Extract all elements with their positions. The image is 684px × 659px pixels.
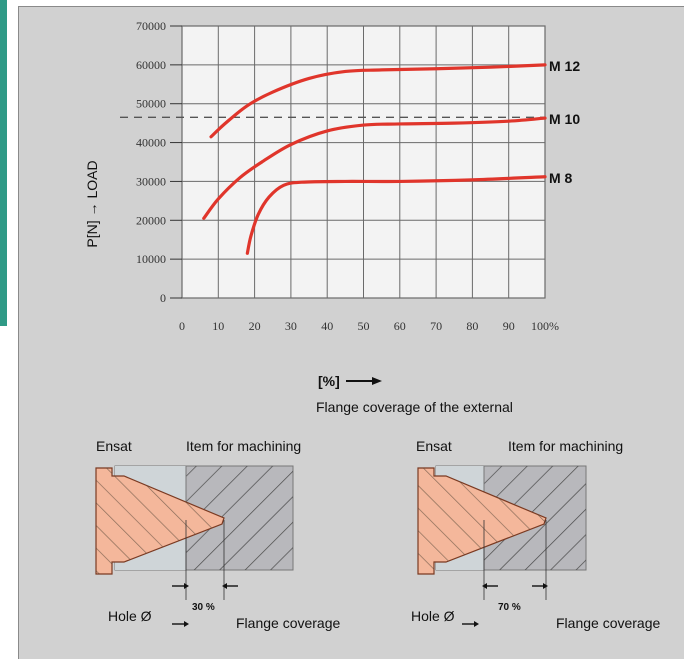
x-tick-label: 80 <box>466 319 478 333</box>
series-labels: M 12 M 10 M 8 <box>549 58 580 186</box>
x-tick-label: 10 <box>212 319 224 333</box>
coverage-label: Flange coverage <box>236 615 341 631</box>
diagram-right-label: Item for machining <box>508 438 623 454</box>
y-tick-label: 10000 <box>136 252 166 266</box>
y-tick-label: 60000 <box>136 58 166 72</box>
x-axis-unit-label: [%] <box>318 373 340 389</box>
y-axis-label: P[N] → LOAD <box>84 160 100 247</box>
series-label-m10: M 10 <box>549 111 580 127</box>
load-chart: 0 10000 20000 30000 40000 50000 60000 70000 0 10… <box>84 19 580 415</box>
series-line-m12 <box>209 63 547 139</box>
y-tick-label: 70000 <box>136 19 166 33</box>
series-label-m12: M 12 <box>549 58 580 74</box>
dimension-arrows-icon <box>172 583 238 627</box>
diagram-left-label: Ensat <box>96 438 132 454</box>
series-line-m8 <box>245 175 547 255</box>
diagram-right-label: Item for machining <box>186 438 301 454</box>
diagram-left-label: Ensat <box>416 438 452 454</box>
x-tick-labels: 0 10 20 30 40 50 60 70 80 90 100% <box>179 319 559 333</box>
coverage-label: Flange coverage <box>556 615 661 631</box>
x-tick-label: 20 <box>249 319 261 333</box>
x-axis-description: Flange coverage of the external <box>316 399 513 415</box>
percent-label: 30 % <box>192 602 215 613</box>
hole-label: Hole Ø <box>108 608 152 624</box>
left-accent-bar <box>0 0 7 326</box>
y-tick-label: 40000 <box>136 136 166 150</box>
x-tick-label: 70 <box>430 319 442 333</box>
series-label-m8: M 8 <box>549 170 573 186</box>
y-tick-label: 0 <box>160 291 166 305</box>
x-tick-label: 50 <box>358 319 370 333</box>
x-tick-label: 90 <box>503 319 515 333</box>
x-tick-label: 100% <box>531 319 559 333</box>
y-tick-labels: 0 10000 20000 30000 40000 50000 60000 70000 <box>136 19 166 305</box>
ensat-insert-hatch <box>96 468 224 574</box>
series-curves <box>202 63 547 255</box>
hole-label: Hole Ø <box>411 608 455 624</box>
diagram-30-percent: Ensat Item for machining 30 % Hole Ø Fla… <box>95 438 341 631</box>
y-tick-label: 50000 <box>136 97 166 111</box>
x-axis-arrow-icon <box>346 377 382 385</box>
percent-label: 70 % <box>498 602 521 613</box>
x-tick-label: 60 <box>394 319 406 333</box>
x-tick-label: 0 <box>179 319 185 333</box>
ensat-insert-hatch <box>418 468 546 574</box>
x-tick-label: 30 <box>285 319 297 333</box>
diagram-70-percent: Ensat Item for machining 70 % Hole Ø Fla… <box>411 438 661 631</box>
y-tick-label: 30000 <box>136 174 166 188</box>
series-line-m10 <box>202 116 547 220</box>
x-tick-label: 40 <box>321 319 333 333</box>
dimension-arrows-icon <box>462 583 548 627</box>
y-tick-label: 20000 <box>136 213 166 227</box>
